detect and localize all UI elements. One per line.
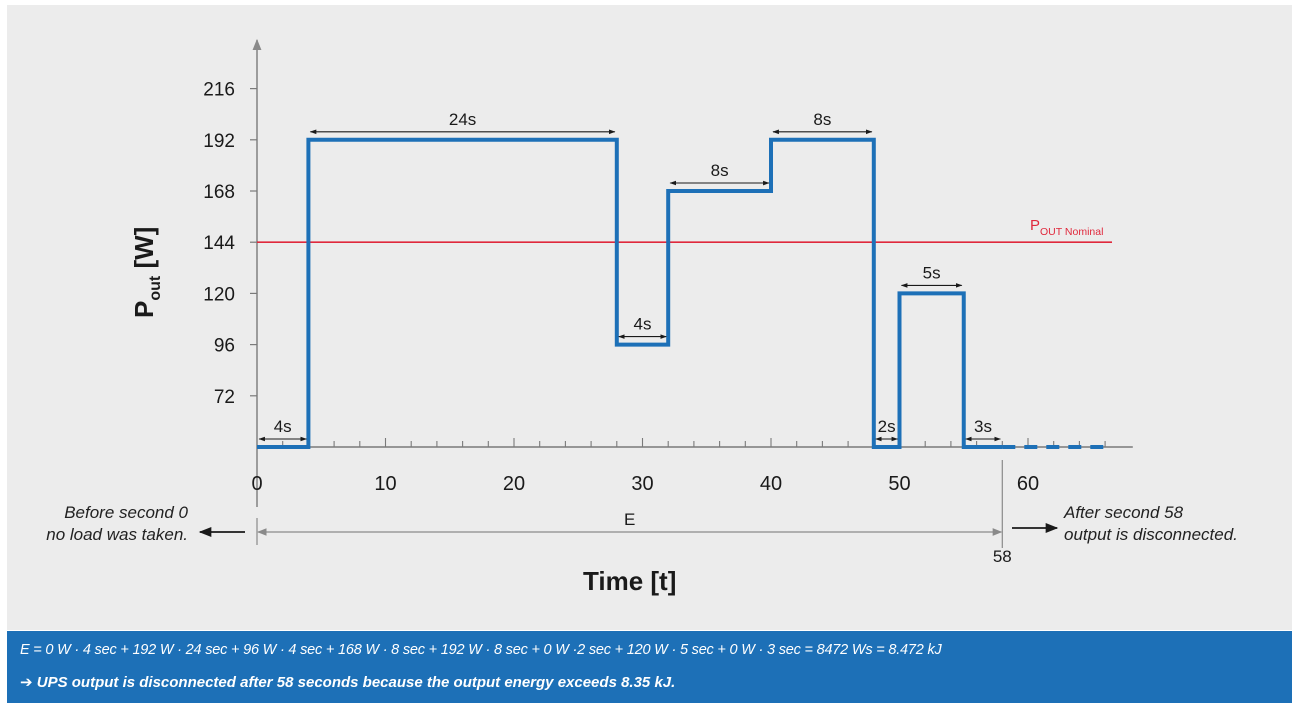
x-tick-label: 40 [760,473,782,495]
nominal-power-label-main: P [1030,217,1040,234]
y-axis-title: Pout [W] [129,227,164,318]
power-series-line [257,137,1003,449]
duration-label: 2s [878,417,896,436]
y-tick-label: 216 [203,80,235,101]
x-tick-label: 50 [888,473,910,495]
conclusion-line: ➔ UPS output is disconnected after 58 se… [20,673,675,691]
duration-label: 8s [711,161,729,180]
nominal-power-label-sub: OUT Nominal [1040,226,1103,238]
energy-span-label: E [624,510,635,529]
y-axis-title-unit: [W] [129,227,159,276]
y-tick-label: 144 [203,233,235,254]
duration-label: 3s [974,417,992,436]
note-before-line-1: Before second 0 [64,503,188,522]
y-tick-label: 120 [203,284,235,305]
y-tick-label: 96 [214,336,235,357]
note-after-line-2: output is disconnected. [1064,525,1238,544]
y-tick-label: 192 [203,131,235,152]
note-before-line-2: no load was taken. [46,525,188,544]
note-after: After second 58 output is disconnected. [1064,502,1238,546]
y-axis-title-sub: out [147,275,164,301]
duration-label: 5s [923,263,941,282]
note-after-line-1: After second 58 [1064,503,1184,522]
duration-label: 4s [274,417,292,436]
nominal-power-label: POUT Nominal [1030,217,1103,238]
x-tick-label: 0 [251,473,262,495]
duration-label: 4s [634,315,652,334]
formula-banner: E = 0 W · 4 sec + 192 W · 24 sec + 96 W … [7,631,1292,703]
arrow-right-icon: ➔ [20,674,33,691]
duration-label: 8s [813,110,831,129]
y-tick-label: 72 [214,387,235,408]
y-axis-title-main: P [129,301,159,318]
y-tick-label: 168 [203,182,235,203]
x-tick-label: 60 [1017,473,1039,495]
x-tick-label: 20 [503,473,525,495]
duration-label: 24s [449,110,476,129]
plot-area [7,5,1292,630]
note-before: Before second 0 no load was taken. [36,502,188,546]
energy-span-end-label: 58 [993,547,1012,566]
conclusion-text: UPS output is disconnected after 58 seco… [36,674,676,691]
x-tick-label: 10 [374,473,396,495]
energy-formula: E = 0 W · 4 sec + 192 W · 24 sec + 96 W … [20,642,942,658]
x-axis-title: Time [t] [583,566,676,596]
x-tick-label: 30 [631,473,653,495]
chart-svg: 72 96 120 144 168 192 216 0 10 20 30 40 50 60 Time [t]… [129,38,1133,596]
